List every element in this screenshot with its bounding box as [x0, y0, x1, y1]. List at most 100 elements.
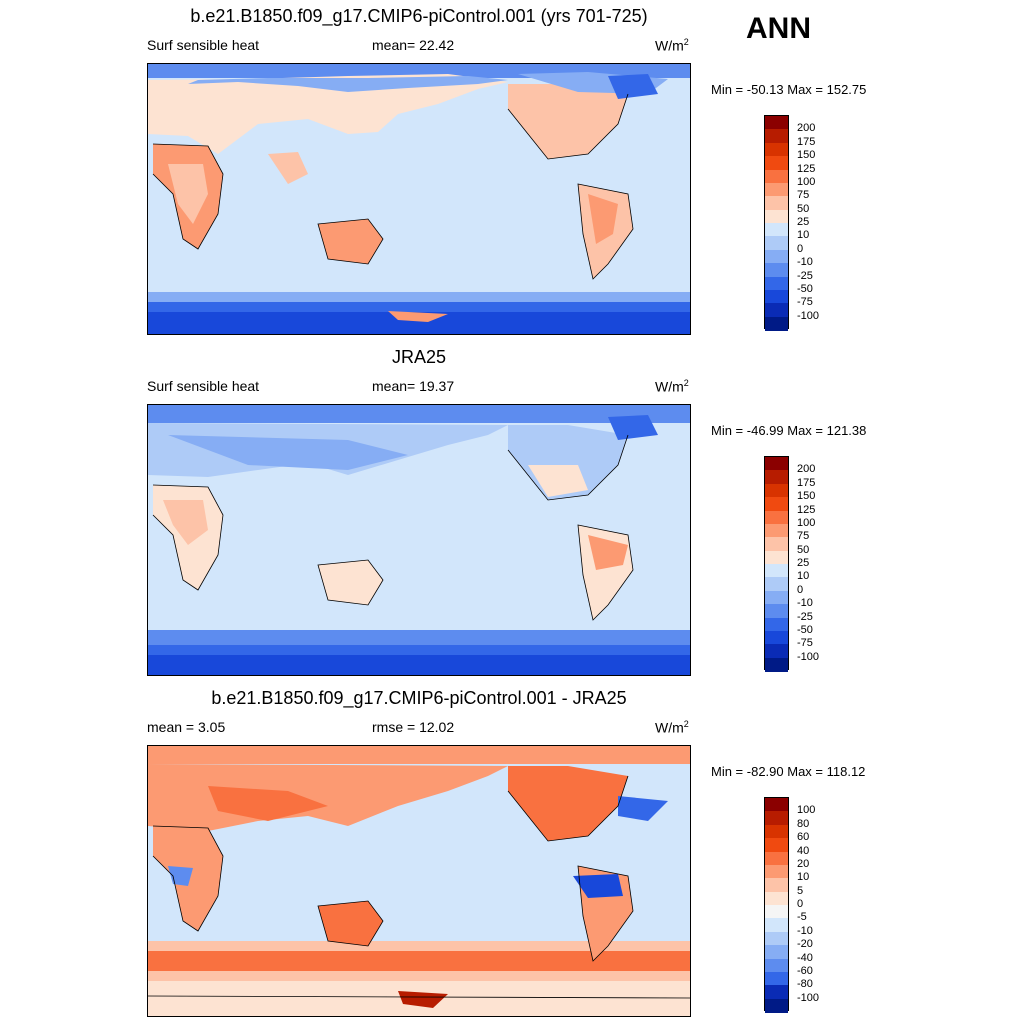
panel-1-minmax: Min = -50.13 Max = 152.75	[711, 82, 867, 97]
colorbar-swatch	[765, 510, 788, 525]
colorbar-swatch	[765, 811, 788, 826]
colorbar-swatch	[765, 577, 788, 592]
colorbar-swatch	[765, 196, 788, 211]
colorbar-swatch	[765, 470, 788, 485]
panel-1-map	[147, 63, 691, 335]
colorbar-swatch	[765, 864, 788, 879]
colorbar-tick-label: 75	[797, 530, 810, 543]
colorbar-swatch	[765, 263, 788, 277]
colorbar-tick-label: -75	[797, 637, 813, 650]
colorbar-swatch	[765, 891, 788, 906]
colorbar-tick-label: -10	[797, 256, 813, 269]
colorbar-swatch	[765, 483, 788, 498]
panel-2-mean-label: mean= 19.37	[372, 378, 455, 394]
colorbar-tick-label: 10	[797, 871, 810, 884]
colorbar-tick-label: -40	[797, 951, 813, 964]
colorbar-tick-label: -20	[797, 938, 813, 951]
panel-2-minmax: Min = -46.99 Max = 121.38	[711, 423, 867, 438]
colorbar-tick-label: -50	[797, 623, 813, 636]
colorbar-tick-label: 175	[797, 135, 816, 148]
colorbar-swatch	[765, 142, 788, 157]
colorbar-swatch	[765, 182, 788, 197]
colorbar-tick-label: -5	[797, 911, 807, 924]
colorbar-swatch	[765, 156, 788, 170]
colorbar-swatch	[765, 169, 788, 184]
colorbar-swatch	[765, 905, 788, 919]
colorbar-tick-label: 0	[797, 242, 804, 255]
colorbar-swatch	[765, 644, 788, 659]
colorbar-tick-label: 0	[797, 898, 804, 910]
colorbar-swatch	[765, 824, 788, 839]
colorbar-swatch	[765, 617, 788, 632]
colorbar-swatch	[765, 289, 788, 304]
colorbar-swatch	[765, 604, 788, 618]
colorbar-tick-label: 100	[797, 804, 816, 817]
colorbar-swatch	[765, 985, 788, 1000]
colorbar-swatch	[765, 523, 788, 538]
colorbar-swatch	[765, 497, 788, 511]
colorbar-tick-label: 125	[797, 162, 816, 175]
colorbar-tick-label: 100	[797, 516, 816, 529]
colorbar-swatch	[765, 998, 788, 1013]
colorbar-tick-label: -10	[797, 597, 813, 610]
colorbar-swatch	[765, 838, 788, 852]
colorbar-swatch	[765, 851, 788, 866]
colorbar-tick-label: -100	[797, 991, 820, 1004]
colorbar-swatch	[765, 129, 788, 144]
colorbar-tick-label: -100	[797, 650, 820, 663]
panel-3-map-field	[148, 746, 690, 1016]
colorbar-tick-label: -75	[797, 296, 813, 309]
panel-2-map-field	[148, 405, 690, 675]
panel-2-colorbar-swatches	[764, 456, 789, 672]
colorbar-swatch	[765, 564, 788, 578]
colorbar-tick-label: -25	[797, 269, 813, 282]
colorbar-swatch	[765, 316, 788, 331]
colorbar-tick-label: 200	[797, 122, 816, 135]
panel-1-units: W/m2	[655, 37, 689, 54]
panel-3-rmse-label: rmse = 12.02	[372, 719, 455, 735]
colorbar-swatch	[765, 931, 788, 946]
colorbar-swatch	[765, 303, 788, 318]
colorbar-tick-label: 25	[797, 216, 810, 228]
panel-3-units: W/m2	[655, 719, 689, 736]
colorbar-swatch	[765, 537, 788, 552]
colorbar-tick-label: 80	[797, 817, 810, 830]
colorbar-tick-label: 25	[797, 557, 810, 569]
colorbar-tick-label: -25	[797, 610, 813, 623]
panel-1-map-field	[148, 64, 690, 334]
colorbar-tick-label: 150	[797, 149, 816, 162]
panel-3-map	[147, 745, 691, 1017]
colorbar-swatch	[765, 945, 788, 959]
colorbar-tick-label: 5	[797, 884, 804, 897]
colorbar-swatch	[765, 276, 788, 291]
colorbar-swatch	[765, 550, 788, 565]
colorbar-swatch	[765, 657, 788, 672]
colorbar-swatch	[765, 958, 788, 973]
colorbar-tick-label: 40	[797, 844, 810, 857]
panel-1-colorbar: 200 175 150 125 100 75 50 25 10 0 -10 -25 -50 -75 -100	[764, 115, 824, 331]
panel-3-minmax: Min = -82.90 Max = 118.12	[711, 764, 866, 779]
panel-1-title: b.e21.B1850.f09_g17.CMIP6-piControl.001 …	[190, 6, 648, 26]
colorbar-swatch	[765, 971, 788, 986]
colorbar-swatch	[765, 918, 788, 933]
panel-1-variable-label: Surf sensible heat	[147, 37, 260, 53]
panel-1-colorbar-swatches	[764, 115, 789, 331]
colorbar-tick-label: 200	[797, 463, 816, 476]
panel-2-map	[147, 404, 691, 676]
panel-3-mean-label: mean = 3.05	[147, 719, 226, 735]
colorbar-tick-label: 60	[797, 831, 810, 844]
colorbar-tick-label: 0	[797, 583, 804, 596]
panel-2-colorbar: 200 175 150 125 100 75 50 25 10 0 -10 -25 -50 -75 -100	[764, 456, 824, 672]
colorbar-tick-label: -50	[797, 282, 813, 295]
colorbar-tick-label: -60	[797, 964, 813, 977]
colorbar-swatch	[765, 590, 788, 605]
colorbar-swatch	[765, 457, 788, 471]
colorbar-tick-label: 100	[797, 175, 816, 188]
panel-3-title: b.e21.B1850.f09_g17.CMIP6-piControl.001 …	[211, 688, 627, 708]
colorbar-tick-label: 75	[797, 189, 810, 202]
colorbar-tick-label: 10	[797, 229, 810, 242]
colorbar-swatch	[765, 223, 788, 237]
panel-2-units: W/m2	[655, 378, 689, 395]
colorbar-swatch	[765, 798, 788, 812]
colorbar-tick-label: 150	[797, 490, 816, 503]
